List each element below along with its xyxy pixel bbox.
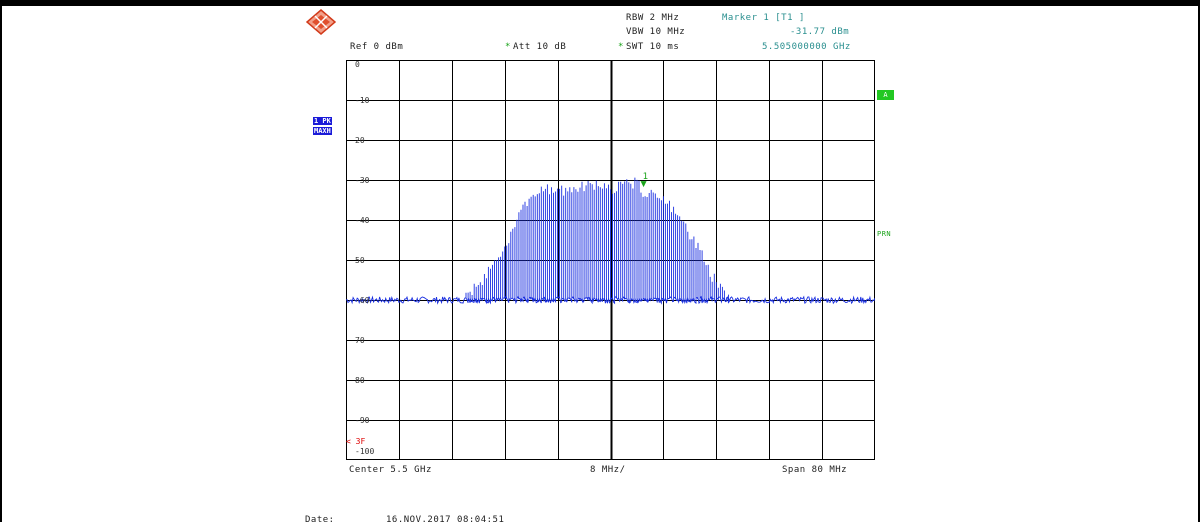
att-flag: * bbox=[505, 42, 511, 52]
window-right-border bbox=[1198, 0, 1200, 522]
y-tick-label: 80 bbox=[355, 376, 365, 385]
y-tick-label: 0 bbox=[355, 60, 360, 69]
y-tick-label: 20 bbox=[355, 136, 365, 145]
trace-mode-badge: MAXH bbox=[313, 127, 332, 135]
y-tick-label: 50 bbox=[355, 256, 365, 265]
date-label: Date: bbox=[305, 515, 335, 525]
spectrum-plot: 1 bbox=[346, 60, 875, 460]
swt-flag: * bbox=[618, 42, 624, 52]
prn-label: PRN bbox=[877, 230, 892, 238]
y-tick-label: 70 bbox=[355, 336, 365, 345]
span-label: Span 80 MHz bbox=[782, 465, 848, 475]
marker-level: -31.77 dBm bbox=[790, 27, 850, 37]
frequency-per-div-label: 8 MHz/ bbox=[590, 465, 626, 475]
center-frequency-label: Center 5.5 GHz bbox=[349, 465, 432, 475]
y-tick-label: -30 bbox=[355, 176, 370, 185]
marker-triangle-icon bbox=[640, 181, 647, 188]
y-tick-label: -40 bbox=[355, 216, 370, 225]
y-tick-label: -60 bbox=[355, 296, 370, 305]
trace-a-badge: A bbox=[877, 90, 894, 100]
marker-number-label: 1 bbox=[643, 172, 648, 182]
vbw-readout: VBW 10 MHz bbox=[626, 27, 686, 37]
y-tick-label: -10 bbox=[355, 96, 370, 105]
window-left-border bbox=[0, 0, 2, 522]
rohde-schwarz-logo-icon bbox=[306, 9, 336, 35]
reference-marker-label: < 3F bbox=[346, 437, 366, 446]
spectrum-trace bbox=[346, 177, 875, 305]
date-value: 16.NOV.2017 08:04:51 bbox=[386, 515, 505, 525]
sweep-time-readout: SWT 10 ms bbox=[626, 42, 680, 52]
spectrum-plot-svg: 1 bbox=[346, 60, 875, 460]
marker-frequency: 5.505000000 GHz bbox=[762, 42, 851, 52]
window-top-border bbox=[0, 0, 1200, 6]
ref-level-readout: Ref 0 dBm bbox=[350, 42, 404, 52]
marker-title: Marker 1 [T1 ] bbox=[722, 13, 805, 23]
y-tick-label: -100 bbox=[355, 447, 375, 456]
y-tick-label: -90 bbox=[355, 416, 370, 425]
attenuation-readout: Att 10 dB bbox=[513, 42, 567, 52]
trace-detector-badge: 1 PK bbox=[313, 117, 332, 125]
rbw-readout: RBW 2 MHz bbox=[626, 13, 680, 23]
